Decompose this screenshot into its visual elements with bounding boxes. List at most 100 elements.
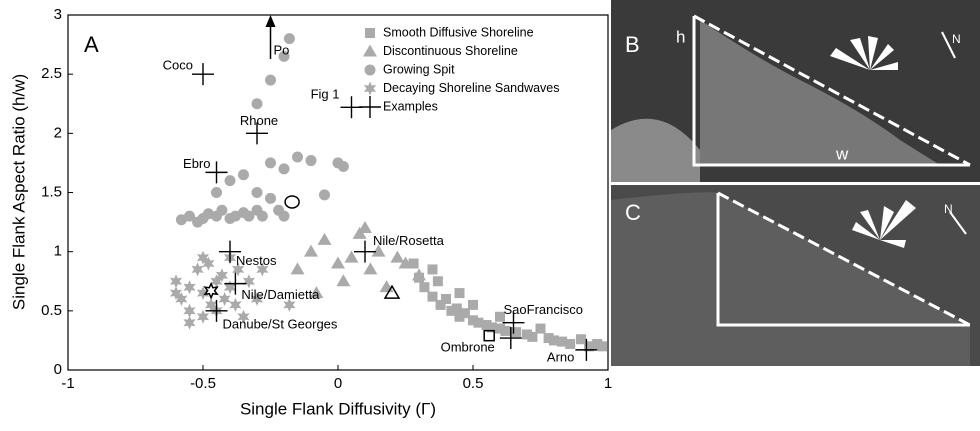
point-circle [256, 210, 268, 222]
land [611, 118, 700, 182]
point-triangle [390, 250, 405, 263]
point-star [363, 81, 377, 96]
triangle-hyp [717, 191, 971, 327]
point-circle [211, 187, 222, 198]
point-square [500, 325, 511, 336]
point-circle [337, 160, 349, 172]
point-plus [246, 122, 268, 145]
point-square [365, 28, 375, 38]
point-circle [305, 155, 317, 167]
point-square [495, 311, 505, 322]
point-star [205, 297, 218, 312]
legend-label: Examples [383, 99, 438, 113]
point-star [196, 309, 210, 324]
y-tick-label: 2 [54, 124, 62, 141]
y-axis-label: Single Flank Aspect Ratio (h/w) [9, 74, 28, 310]
point-plus [205, 161, 228, 184]
panel-label: B [625, 32, 640, 57]
point-star [183, 303, 196, 318]
point-circle [251, 187, 263, 198]
point-plus [575, 338, 598, 361]
point-star [215, 268, 228, 283]
point-circle [278, 50, 290, 62]
point-triangle [358, 221, 372, 233]
point-star [183, 280, 196, 295]
arrow-label: Po [274, 42, 290, 57]
point-square [446, 305, 457, 316]
north-label: N [944, 202, 953, 216]
point-star [250, 292, 264, 306]
point-plus [340, 96, 363, 119]
example-label: Fig 1 [311, 87, 340, 102]
example-label: Nile/Rosetta [373, 233, 445, 248]
spit [700, 20, 940, 165]
point-star [196, 250, 210, 265]
point-square [451, 303, 462, 314]
point-triangle [344, 250, 359, 263]
point-triangle [317, 232, 332, 245]
point-square [468, 299, 478, 310]
point-plus [499, 327, 522, 350]
width-label: w [835, 144, 849, 163]
example-label: Danube/St Georges [223, 316, 338, 331]
point-star [183, 315, 196, 330]
point-circle [184, 210, 195, 222]
point-plus [502, 311, 525, 334]
arrow-head [265, 15, 276, 27]
point-square [543, 333, 554, 344]
point-square [584, 341, 595, 352]
y-tick-label: 2.5 [41, 65, 62, 82]
point-square [592, 338, 603, 349]
point-circle [319, 189, 330, 201]
example-label: Nile/Damietta [241, 287, 320, 302]
point-star [191, 262, 204, 277]
y-tick-label: 1 [54, 243, 62, 260]
point-square [432, 276, 443, 287]
point-square [454, 311, 465, 322]
point-star [283, 297, 296, 312]
point-triangle [363, 44, 377, 57]
point-square [468, 315, 478, 326]
point-circle [364, 64, 376, 76]
point-plus [192, 63, 214, 86]
wind-rose [830, 36, 898, 70]
point-star [237, 309, 250, 324]
point-square [481, 320, 492, 331]
point-square [495, 323, 505, 334]
point-square [511, 327, 522, 338]
x-tick-label: -0.5 [190, 375, 216, 392]
triangle-legs [716, 193, 970, 327]
point-star [229, 297, 242, 312]
point-plus [205, 299, 228, 322]
point-circle [265, 192, 276, 204]
point-triangle [398, 256, 413, 269]
point-circle [278, 163, 290, 175]
x-tick-label: 0.5 [463, 375, 484, 392]
point-triangle [412, 268, 426, 281]
point-star [169, 286, 183, 301]
point-star [210, 274, 223, 289]
point-star [242, 274, 255, 289]
legend-label: Smooth Diffusive Shoreline [383, 25, 534, 39]
point-triangle [290, 262, 305, 275]
y-tick-label: 0.5 [41, 302, 62, 319]
triangle-hyp [693, 14, 971, 167]
point-square [549, 335, 559, 346]
point-star [175, 292, 188, 306]
point-square [483, 329, 495, 342]
point-star [223, 280, 237, 295]
panel-b: B h w N [611, 0, 980, 182]
point-star [196, 286, 210, 301]
point-circle [284, 195, 300, 209]
point-triangle [371, 244, 386, 257]
point-plus [219, 240, 241, 263]
point-plus [224, 272, 247, 295]
point-square [527, 331, 538, 342]
point-square [522, 329, 532, 340]
panel-c: C N [611, 185, 980, 366]
point-square [565, 338, 576, 349]
example-label: Ombrone [441, 339, 495, 354]
example-label: Arno [547, 349, 574, 364]
point-star [256, 262, 269, 277]
x-tick-label: 0 [334, 375, 342, 392]
